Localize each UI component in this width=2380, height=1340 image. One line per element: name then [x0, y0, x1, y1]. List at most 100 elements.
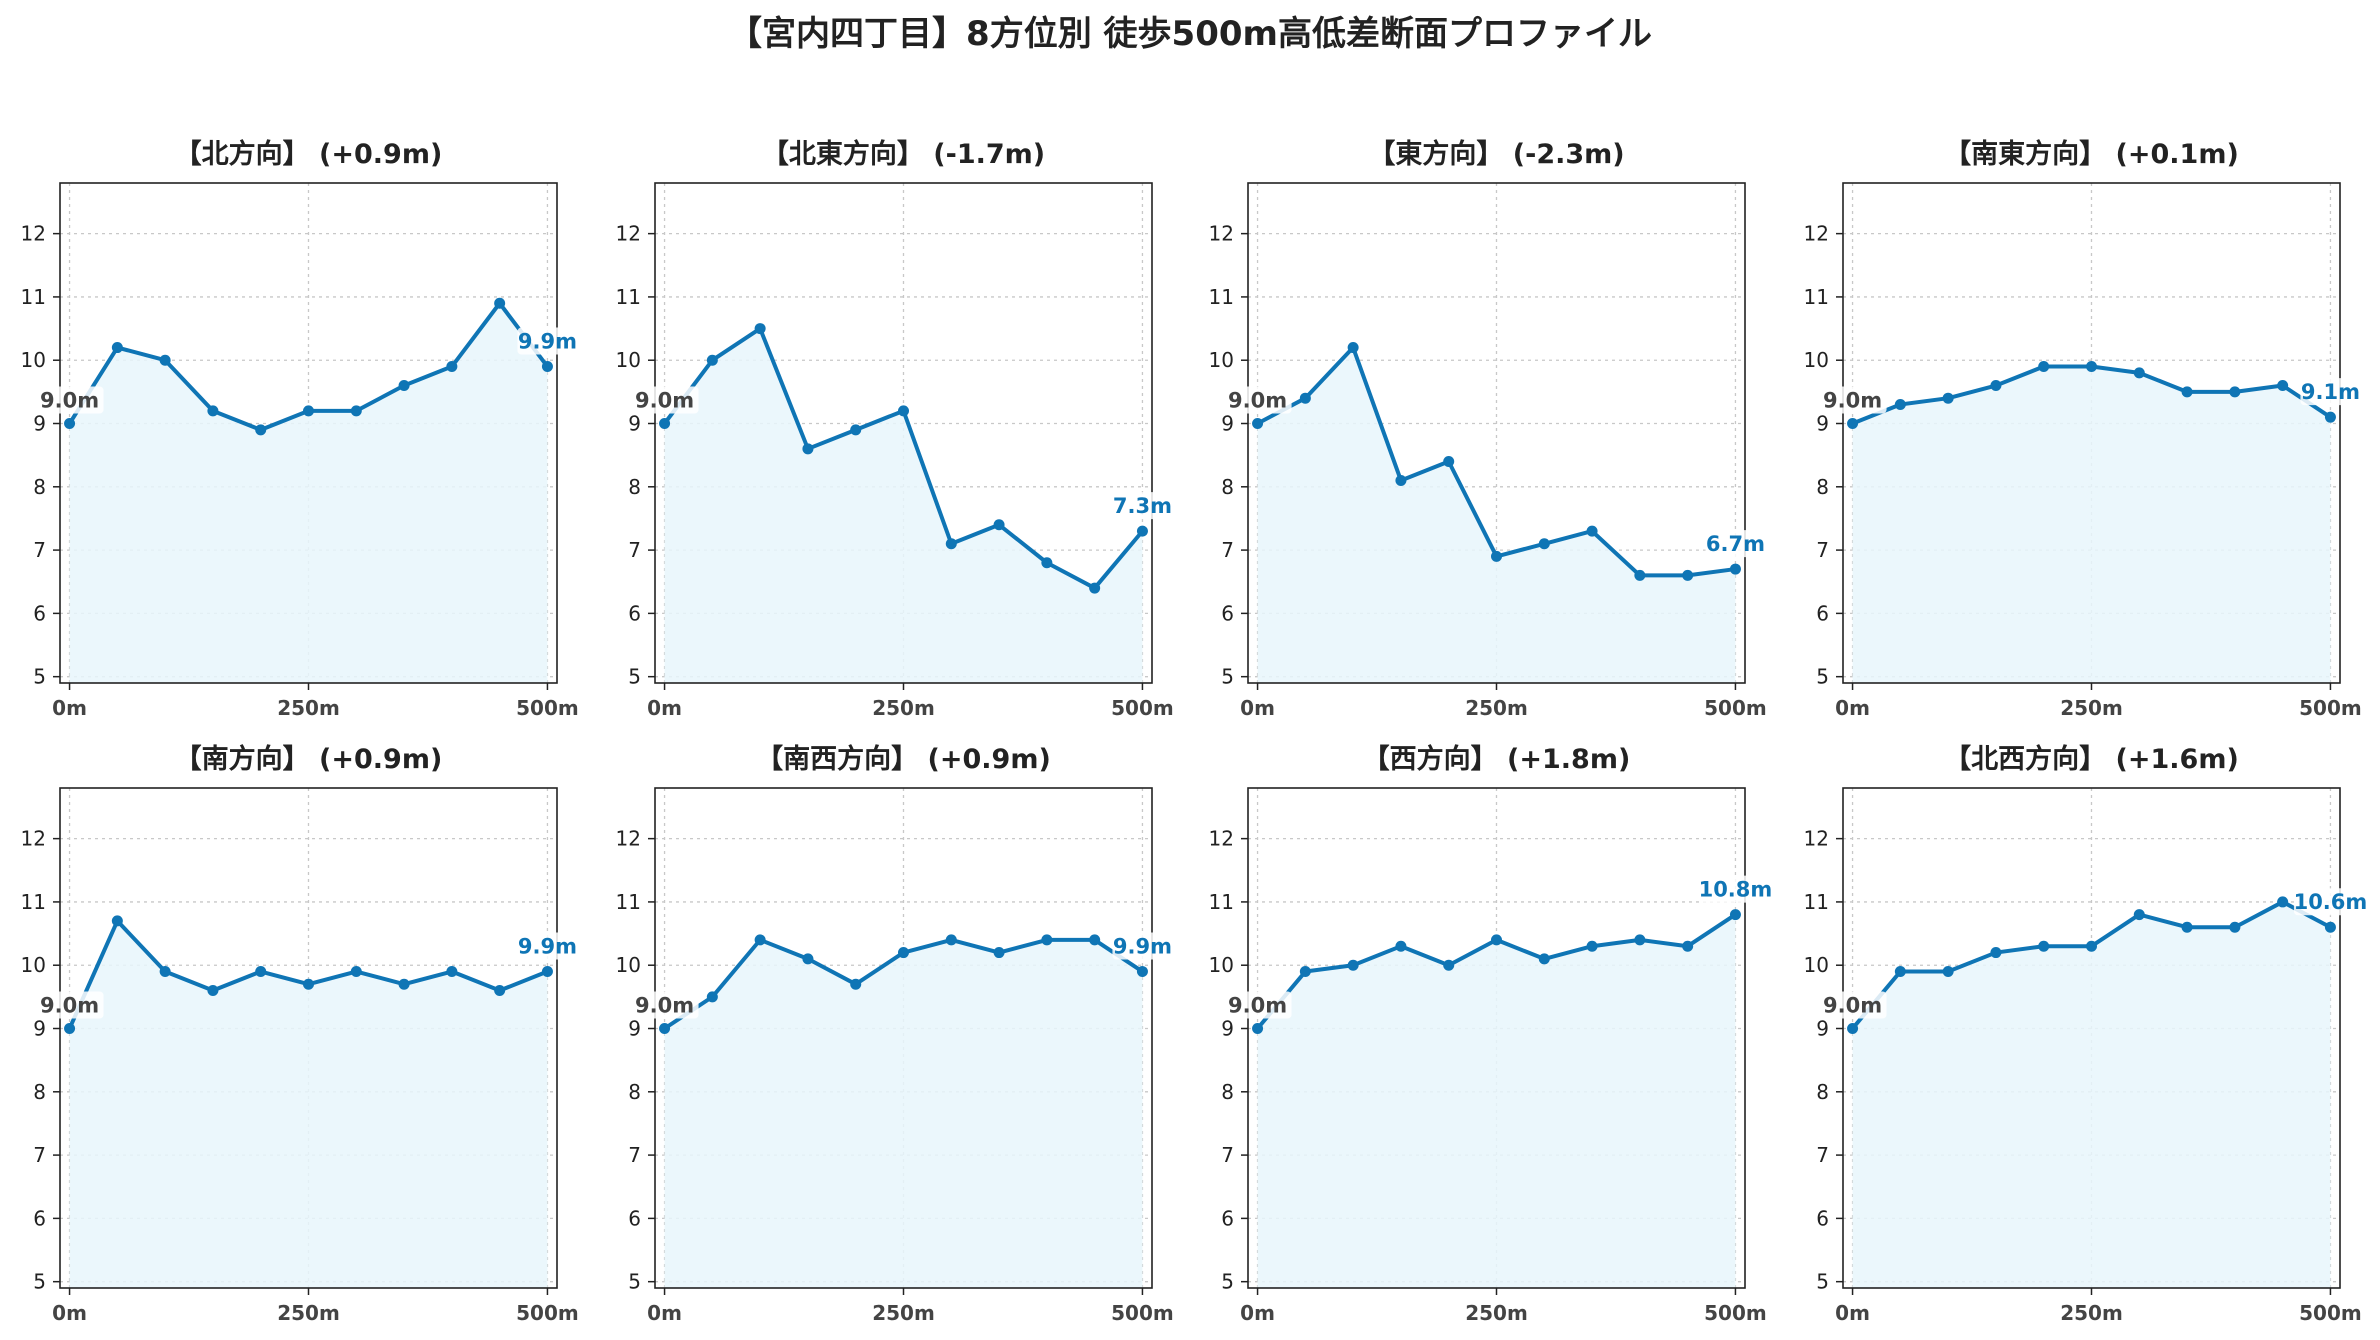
start-elevation-label: 9.0m: [40, 389, 99, 413]
y-tick-label: 8: [628, 475, 641, 499]
y-tick-label: 9: [33, 1017, 46, 1041]
y-tick-label: 10: [1804, 348, 1829, 372]
y-tick-label: 8: [1221, 475, 1234, 499]
data-point: [1682, 569, 1694, 581]
x-tick-label: 500m: [2299, 1301, 2362, 1325]
y-tick-label: 11: [1209, 890, 1234, 914]
x-tick-label: 0m: [1240, 1301, 1275, 1325]
data-point: [1252, 418, 1264, 430]
subplot-1: 5 6 7 8 9 10 11 12 0m 250m 500m 【北方向】 (+0.9m) 9.0m 9.…: [21, 138, 579, 720]
end-elevation-label: 9.9m: [518, 330, 577, 354]
data-point: [494, 985, 506, 997]
data-point: [1942, 966, 1954, 978]
data-point: [1538, 953, 1550, 965]
y-tick-label: 5: [628, 665, 641, 689]
y-tick-label: 7: [628, 538, 641, 562]
data-point: [207, 985, 219, 997]
data-point: [2181, 921, 2193, 933]
y-tick-label: 6: [628, 1206, 641, 1230]
end-elevation-label: 10.6m: [2294, 890, 2368, 914]
data-point: [850, 424, 862, 436]
subplot-5: 5 6 7 8 9 10 11 12 0m 250m 500m 【南方向】 (+0.9m) 9.0m 9.…: [21, 743, 579, 1325]
elevation-area: [664, 939, 1143, 1288]
data-point: [1990, 380, 2002, 392]
end-label-bg: [1112, 932, 1173, 960]
subplot-title: 【南西方向】 (+0.9m): [756, 743, 1051, 775]
elevation-area: [1257, 347, 1736, 683]
y-tick-label: 11: [616, 285, 641, 309]
data-point: [850, 978, 862, 990]
x-tick-label: 500m: [2299, 696, 2362, 720]
data-point: [1347, 342, 1359, 354]
data-point: [2324, 411, 2336, 423]
subplot-4: 5 6 7 8 9 10 11 12 0m 250m 500m 【南東方向】 (+0.1m) 9.0m 9…: [1804, 138, 2362, 720]
y-tick-label: 6: [33, 1206, 46, 1230]
x-tick-label: 500m: [1111, 1301, 1174, 1325]
data-point: [1942, 392, 1954, 404]
end-label-bg: [2300, 378, 2361, 406]
end-label-bg: [1112, 492, 1173, 520]
data-point: [802, 953, 814, 965]
y-tick-label: 12: [1804, 222, 1829, 246]
subplot-title: 【西方向】 (+1.8m): [1363, 743, 1631, 775]
data-point: [255, 424, 267, 436]
data-point: [159, 354, 171, 366]
data-point: [1847, 418, 1859, 430]
data-point: [1682, 940, 1694, 952]
data-point: [255, 966, 267, 978]
end-label-bg: [2293, 888, 2367, 916]
y-tick-label: 9: [33, 412, 46, 436]
subplot-title: 【南方向】 (+0.9m): [175, 743, 443, 775]
data-point: [1847, 1023, 1859, 1035]
y-tick-label: 12: [616, 827, 641, 851]
data-point: [446, 361, 458, 373]
y-tick-label: 6: [1816, 1206, 1829, 1230]
end-elevation-label: 9.9m: [1113, 935, 1172, 959]
x-tick-label: 0m: [647, 696, 682, 720]
start-label-bg: [1227, 991, 1292, 1019]
x-tick-label: 0m: [1240, 696, 1275, 720]
data-point: [398, 978, 410, 990]
x-tick-label: 250m: [872, 1301, 935, 1325]
elevation-area: [69, 303, 548, 683]
y-tick-label: 10: [1804, 953, 1829, 977]
x-tick-label: 500m: [1704, 1301, 1767, 1325]
start-elevation-label: 9.0m: [1228, 994, 1287, 1018]
data-point: [2086, 940, 2097, 952]
y-tick-label: 8: [1221, 1080, 1234, 1104]
y-tick-label: 11: [1804, 285, 1829, 309]
data-point: [1586, 940, 1598, 952]
y-tick-label: 9: [628, 412, 641, 436]
start-label-bg: [39, 991, 104, 1019]
data-point: [350, 966, 362, 978]
y-tick-label: 9: [1816, 1017, 1829, 1041]
x-tick-label: 250m: [277, 1301, 340, 1325]
y-tick-label: 6: [1816, 601, 1829, 625]
data-point: [1041, 557, 1053, 569]
data-point: [1729, 909, 1741, 921]
data-point: [993, 947, 1005, 959]
y-tick-label: 7: [1816, 538, 1829, 562]
y-tick-label: 9: [1221, 1017, 1234, 1041]
start-label-bg: [1822, 386, 1887, 414]
subplot-6: 5 6 7 8 9 10 11 12 0m 250m 500m 【南西方向】 (+0.9m) 9.0m 9…: [616, 743, 1174, 1325]
data-point: [2229, 386, 2241, 398]
y-tick-label: 8: [628, 1080, 641, 1104]
y-tick-label: 5: [1221, 1270, 1234, 1294]
data-point: [1299, 966, 1311, 978]
start-elevation-label: 9.0m: [40, 994, 99, 1018]
data-point: [1634, 569, 1646, 581]
data-point: [64, 418, 76, 430]
data-point: [2038, 940, 2050, 952]
elevation-area: [664, 328, 1143, 683]
y-tick-label: 8: [33, 1080, 46, 1104]
subplot-title: 【北東方向】 (-1.7m): [762, 138, 1045, 170]
end-elevation-label: 9.9m: [518, 935, 577, 959]
start-elevation-label: 9.0m: [635, 994, 694, 1018]
y-tick-label: 5: [33, 665, 46, 689]
x-tick-label: 250m: [1465, 1301, 1528, 1325]
y-tick-label: 12: [1804, 827, 1829, 851]
data-point: [111, 915, 123, 927]
y-tick-label: 9: [1816, 412, 1829, 436]
data-point: [898, 947, 909, 959]
